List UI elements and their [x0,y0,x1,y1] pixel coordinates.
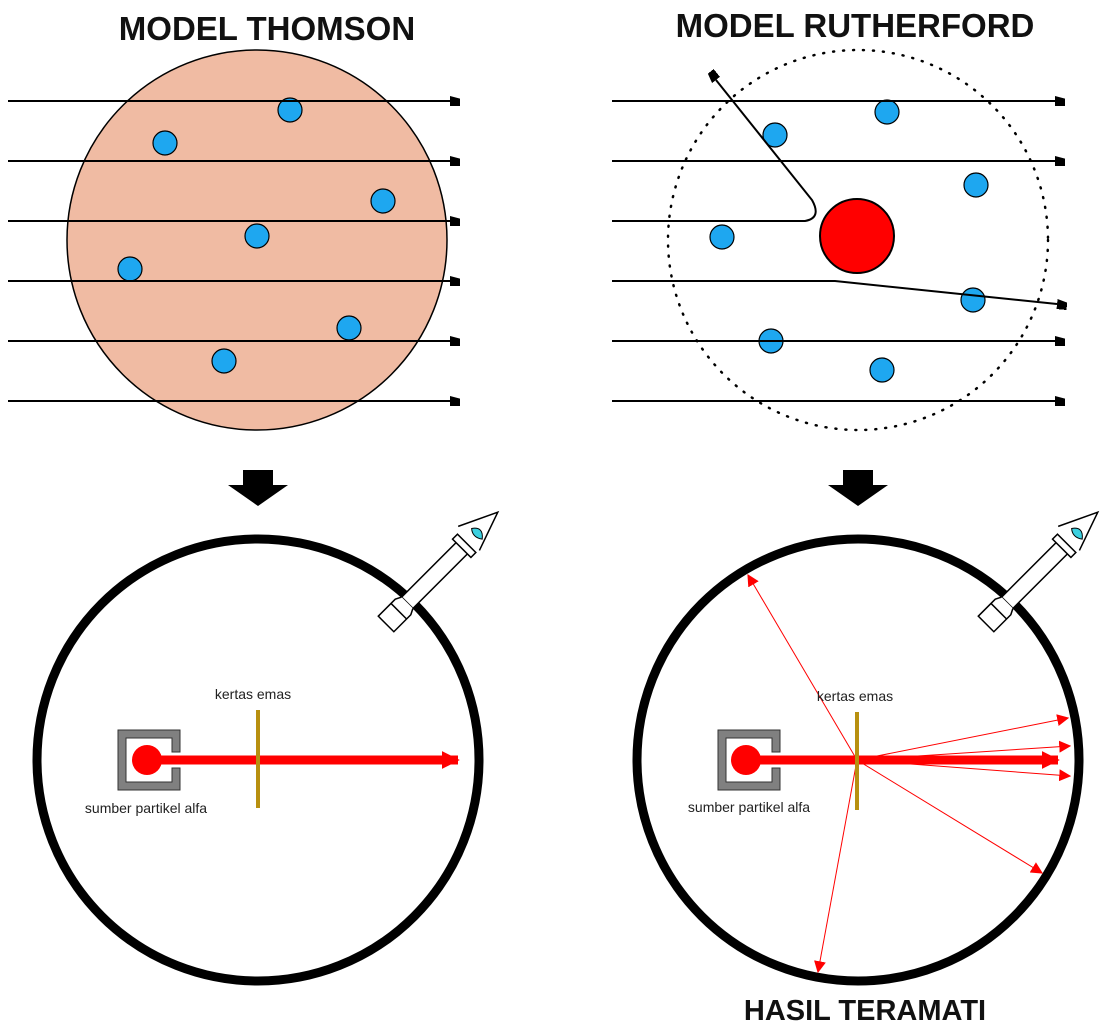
microscope-icon [372,498,509,635]
rutherford-alpha-paths [612,80,1057,401]
thomson-atom [8,49,450,431]
thomson-alpha-paths [8,101,450,401]
thomson-title: MODEL THOMSON [119,10,415,47]
source-label: sumber partikel alfa [85,800,207,816]
foil-label: kertas emas [215,686,291,702]
thomson-experiment: kertas emas sumber partikel alfa [32,498,509,986]
rutherford-title: MODEL RUTHERFORD [676,7,1035,44]
rutherford-electrons [709,99,989,383]
source-label: sumber partikel alfa [688,799,810,815]
source-box [117,729,181,791]
thomson-electrons [117,97,396,374]
result-title: HASIL TERAMATI [744,995,986,1027]
microscope-icon [972,498,1109,635]
down-arrow-icon [228,470,288,506]
scattered-paths [747,573,1072,974]
rutherford-experiment: kertas emas sumber partikel alfa [632,498,1109,986]
source-box [717,729,781,791]
down-arrow-icon [828,470,888,506]
foil-label: kertas emas [817,688,893,704]
nucleus [819,198,895,274]
rutherford-atom [612,48,1057,432]
